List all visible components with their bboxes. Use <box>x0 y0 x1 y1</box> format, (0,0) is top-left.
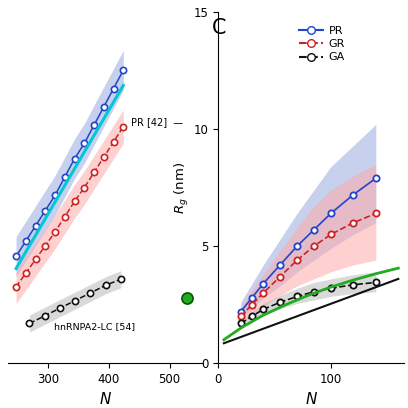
Legend: PR, GR, GA: PR, GR, GA <box>295 21 350 67</box>
Y-axis label: $R_g$ (nm): $R_g$ (nm) <box>173 162 191 214</box>
Text: PR [42]  —: PR [42] — <box>131 117 183 127</box>
X-axis label: $N$: $N$ <box>99 391 112 408</box>
Text: C: C <box>212 18 227 38</box>
Text: hnRNPA2-LC [54]: hnRNPA2-LC [54] <box>54 322 135 331</box>
X-axis label: $N$: $N$ <box>305 391 317 408</box>
